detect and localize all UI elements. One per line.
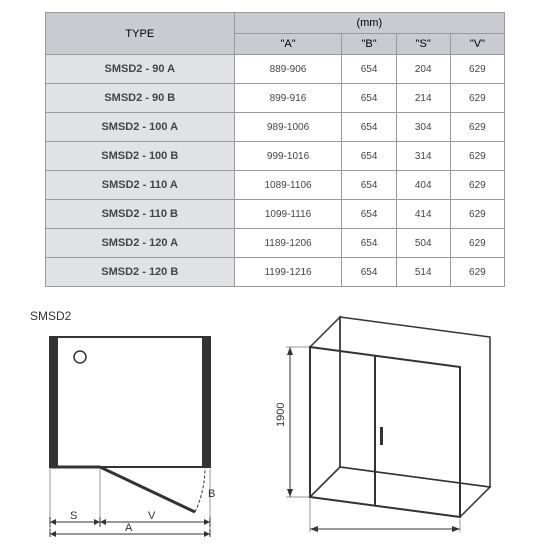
cell-s: 514 <box>396 258 450 287</box>
cell-type: SMSD2 - 90 B <box>46 84 235 113</box>
cell-v: 629 <box>450 84 504 113</box>
cell-a: 889-906 <box>234 55 342 84</box>
label-s: S <box>70 510 77 522</box>
cell-a: 1199-1216 <box>234 258 342 287</box>
cell-type: SMSD2 - 100 A <box>46 113 235 142</box>
header-col-a: "A" <box>234 34 342 55</box>
cell-b: 654 <box>342 229 396 258</box>
cell-v: 629 <box>450 142 504 171</box>
cell-v: 629 <box>450 229 504 258</box>
header-col-v: "V" <box>450 34 504 55</box>
header-type: TYPE <box>46 13 235 55</box>
cell-a: 1189-1206 <box>234 229 342 258</box>
table-row: SMSD2 - 110 A1089-1106654404629 <box>46 171 505 200</box>
cell-b: 654 <box>342 84 396 113</box>
cell-b: 654 <box>342 113 396 142</box>
cell-type: SMSD2 - 110 B <box>46 200 235 229</box>
iso-view-svg: 1900 <box>260 307 520 537</box>
cell-type: SMSD2 - 120 B <box>46 258 235 287</box>
cell-s: 504 <box>396 229 450 258</box>
cell-type: SMSD2 - 100 B <box>46 142 235 171</box>
cell-type: SMSD2 - 110 A <box>46 171 235 200</box>
cell-v: 629 <box>450 113 504 142</box>
header-col-b: "B" <box>342 34 396 55</box>
top-view-diagram: SMSD2 B S <box>30 309 230 542</box>
cell-v: 629 <box>450 200 504 229</box>
cell-b: 654 <box>342 171 396 200</box>
top-view-svg: B S V A <box>30 327 230 537</box>
cell-s: 314 <box>396 142 450 171</box>
cell-a: 1089-1106 <box>234 171 342 200</box>
header-col-s: "S" <box>396 34 450 55</box>
cell-type: SMSD2 - 90 A <box>46 55 235 84</box>
cell-b: 654 <box>342 258 396 287</box>
cell-v: 629 <box>450 55 504 84</box>
cell-v: 629 <box>450 258 504 287</box>
cell-type: SMSD2 - 120 A <box>46 229 235 258</box>
table-row: SMSD2 - 100 A989-1006654304629 <box>46 113 505 142</box>
cell-s: 204 <box>396 55 450 84</box>
table-row: SMSD2 - 90 A889-906654204629 <box>46 55 505 84</box>
table-row: SMSD2 - 120 A1189-1206654504629 <box>46 229 505 258</box>
header-unit: (mm) <box>234 13 504 34</box>
iso-view-diagram: 1900 <box>260 307 520 542</box>
table-row: SMSD2 - 120 B1199-1216654514629 <box>46 258 505 287</box>
label-a: A <box>125 522 133 534</box>
cell-s: 214 <box>396 84 450 113</box>
cell-a: 1099-1116 <box>234 200 342 229</box>
label-b: B <box>208 488 215 500</box>
label-v: V <box>148 510 156 522</box>
cell-s: 414 <box>396 200 450 229</box>
cell-s: 304 <box>396 113 450 142</box>
cell-v: 629 <box>450 171 504 200</box>
cell-a: 899-916 <box>234 84 342 113</box>
table-row: SMSD2 - 90 B899-916654214629 <box>46 84 505 113</box>
cell-b: 654 <box>342 55 396 84</box>
table-row: SMSD2 - 110 B1099-1116654414629 <box>46 200 505 229</box>
table-row: SMSD2 - 100 B999-1016654314629 <box>46 142 505 171</box>
cell-a: 989-1006 <box>234 113 342 142</box>
spec-table: TYPE (mm) "A" "B" "S" "V" SMSD2 - 90 A88… <box>45 12 505 287</box>
cell-a: 999-1016 <box>234 142 342 171</box>
diagrams-container: SMSD2 B S <box>15 307 535 542</box>
height-label: 1900 <box>275 403 287 427</box>
diagram-title: SMSD2 <box>30 309 230 323</box>
cell-b: 654 <box>342 200 396 229</box>
cell-s: 404 <box>396 171 450 200</box>
cell-b: 654 <box>342 142 396 171</box>
